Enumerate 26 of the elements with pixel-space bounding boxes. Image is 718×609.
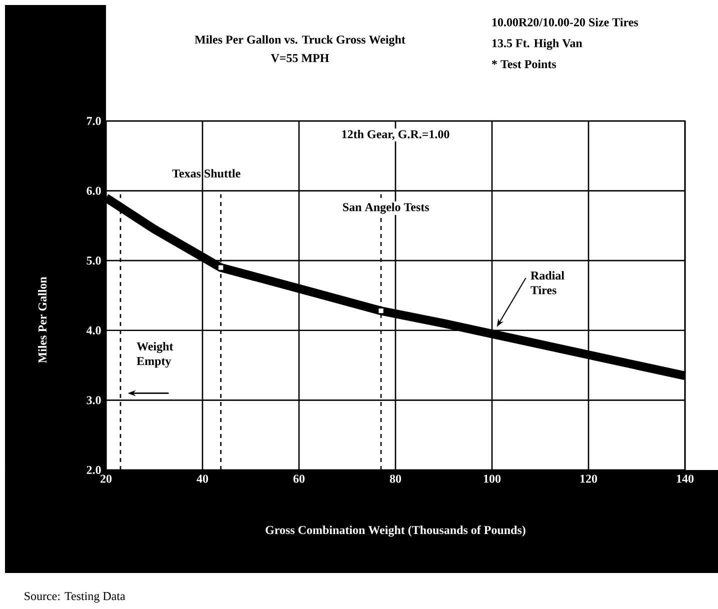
annotation: Radial Tires xyxy=(530,271,564,294)
y-axis-title: Miles Per Gallon xyxy=(38,276,47,364)
source-note: Source: Testing Data xyxy=(24,592,126,603)
chart-subtitle: V=55 MPH xyxy=(270,54,330,62)
y-tick-label: 4.0 xyxy=(86,326,101,334)
ref-line-label: Weight Empty xyxy=(136,342,174,368)
x-tick-label: 120 xyxy=(580,474,598,483)
text: * Test Points xyxy=(492,60,556,68)
x-tick-label: 20 xyxy=(100,474,112,483)
x-tick-label: 140 xyxy=(676,474,694,483)
ref-line-label: San Angelo Tests xyxy=(343,202,430,214)
x-tick-label: 60 xyxy=(293,474,305,483)
text: 10.00R20/10.00-20 Size Tires xyxy=(492,18,638,26)
y-tick-label: 7.0 xyxy=(86,116,101,126)
y-tick-label: 3.0 xyxy=(86,396,101,404)
ref-line-label: Texas Shuttle xyxy=(172,169,240,178)
y-tick-label: 5.0 xyxy=(86,256,101,265)
y-tick-label: 6.0 xyxy=(86,186,101,195)
x-tick-label: 100 xyxy=(484,474,501,483)
x-tick-label: 40 xyxy=(196,474,208,483)
y-tick-label: 2.0 xyxy=(86,466,101,474)
x-axis-title: Gross Combination Weight (Thousands of Pounds) xyxy=(266,526,526,537)
text: 13.5 Ft. High Van xyxy=(492,38,582,50)
x-tick-label: 80 xyxy=(390,474,402,483)
chart-title: Miles Per Gallon vs. Truck Gross Weight xyxy=(194,35,406,46)
annotation: 12th Gear, G.R.=1.00 xyxy=(342,130,450,140)
